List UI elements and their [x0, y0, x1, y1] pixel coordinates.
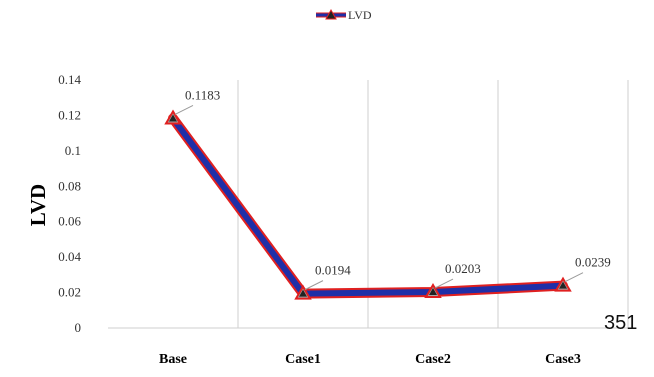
data-label-leader	[304, 280, 324, 291]
data-point-marker-inner	[429, 288, 437, 296]
data-label-leader	[434, 278, 454, 289]
x-tick-label: Case2	[415, 352, 451, 367]
data-label-leader	[174, 104, 194, 115]
data-point-marker-inner	[299, 289, 307, 297]
x-tick-label: Case1	[285, 352, 321, 367]
data-label: 0.0203	[445, 261, 481, 276]
y-tick-label: 0.02	[58, 285, 81, 300]
y-tick-label: 0	[75, 320, 82, 335]
y-tick-label: 0.04	[58, 249, 81, 264]
data-label-leader	[564, 272, 584, 283]
data-label: 0.0239	[575, 255, 611, 270]
series-line	[170, 115, 566, 297]
data-label: 0.0194	[315, 263, 351, 278]
y-tick-label: 0.06	[58, 214, 81, 229]
x-tick-label: Base	[159, 352, 187, 367]
x-tick-label: Case3	[545, 352, 581, 367]
y-tick-label: 0.08	[58, 178, 81, 193]
y-tick-label: 0.1	[65, 143, 81, 158]
page-number: 351	[604, 312, 638, 334]
legend-marker	[325, 8, 337, 20]
data-label: 0.1183	[185, 87, 220, 102]
y-tick-label: 0.12	[58, 107, 81, 122]
legend-label: LVD	[348, 8, 372, 22]
y-axis-label: LVD	[26, 184, 50, 226]
data-point-marker-inner	[559, 281, 567, 289]
y-tick-label: 0.14	[58, 72, 81, 87]
legend: LVD	[316, 8, 372, 22]
data-point-marker-inner	[169, 114, 177, 122]
